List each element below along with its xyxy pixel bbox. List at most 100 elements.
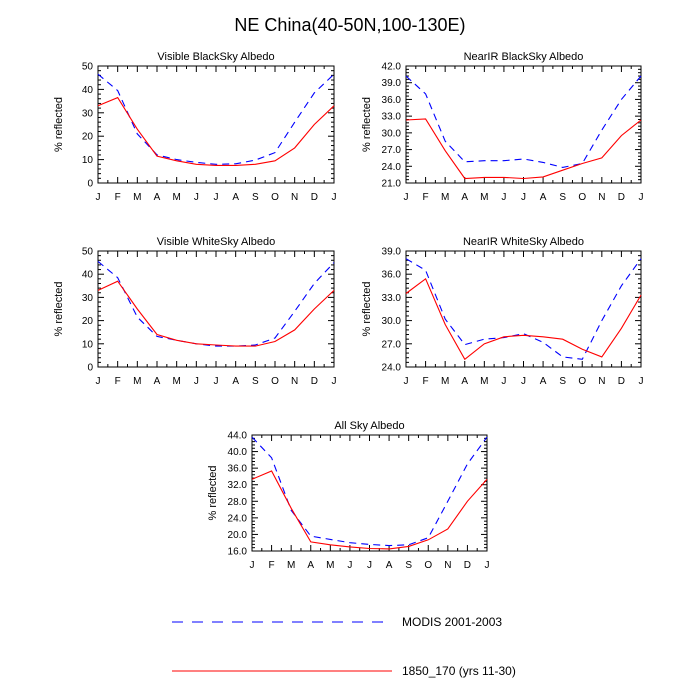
y-tick-label: 36.0 (382, 95, 402, 106)
x-tick-label: J (485, 560, 490, 571)
y-tick-label: 21.0 (382, 179, 402, 190)
y-tick-label: 28.0 (228, 497, 248, 508)
x-tick-label: A (386, 560, 393, 571)
y-tick-label: 27.0 (382, 339, 402, 350)
y-tick-label: 24.0 (228, 513, 248, 524)
y-tick-label: 30 (82, 108, 94, 119)
panel-title: NearIR BlackSky Albedo (464, 51, 584, 63)
y-tick-label: 10 (82, 339, 94, 350)
y-tick-label: 33.0 (382, 293, 402, 304)
y-tick-label: 16.0 (228, 547, 248, 558)
y-tick-label: 50 (82, 247, 94, 258)
x-tick-label: S (559, 192, 566, 203)
x-tick-label: J (332, 376, 337, 387)
y-tick-label: 50 (82, 62, 94, 73)
x-tick-label: J (96, 192, 101, 203)
panel-title: NearIR WhiteSky Albedo (463, 236, 584, 248)
y-tick-label: 30 (82, 293, 94, 304)
y-tick-label: 20.0 (228, 530, 248, 541)
x-tick-label: O (271, 376, 279, 387)
x-tick-label: M (133, 192, 141, 203)
legend-label-2: 1850_170 (yrs 11-30) (402, 664, 516, 678)
y-tick-label: 0 (87, 179, 93, 190)
x-tick-label: M (287, 560, 295, 571)
panel-title: Visible BlackSky Albedo (157, 51, 274, 63)
y-tick-label: 24.0 (382, 363, 402, 374)
x-tick-label: D (311, 192, 318, 203)
x-tick-label: J (501, 192, 506, 203)
y-tick-label: 10 (82, 155, 94, 166)
x-tick-label: M (172, 192, 180, 203)
x-tick-label: M (326, 560, 334, 571)
series-line-modis (97, 73, 335, 165)
x-tick-label: A (461, 376, 468, 387)
x-tick-label: J (521, 376, 526, 387)
x-tick-label: M (480, 192, 488, 203)
panel-title: Visible WhiteSky Albedo (157, 236, 275, 248)
y-tick-label: 40 (82, 270, 94, 281)
y-tick-label: 36.0 (382, 270, 402, 281)
x-tick-label: A (232, 376, 239, 387)
x-tick-label: J (639, 376, 644, 387)
x-tick-label: F (423, 192, 429, 203)
x-tick-label: N (291, 376, 298, 387)
x-tick-label: J (214, 376, 219, 387)
x-tick-label: M (133, 376, 141, 387)
series-line-model (405, 277, 642, 361)
x-tick-label: F (115, 376, 121, 387)
x-tick-label: S (252, 376, 259, 387)
x-tick-label: O (271, 192, 279, 203)
x-tick-label: D (618, 192, 625, 203)
legend: MODIS 2001-2003 1850_170 (yrs 11-30) (172, 615, 516, 678)
x-tick-label: J (521, 192, 526, 203)
series-line-model (251, 470, 488, 550)
y-axis-label: % reflected (53, 281, 65, 336)
x-tick-label: J (194, 192, 199, 203)
x-tick-label: A (540, 376, 547, 387)
x-tick-label: D (311, 376, 318, 387)
x-tick-label: O (578, 192, 586, 203)
x-tick-label: S (405, 560, 412, 571)
x-tick-label: J (96, 376, 101, 387)
x-tick-label: A (232, 192, 239, 203)
x-tick-label: J (639, 192, 644, 203)
panel-title: All Sky Albedo (334, 420, 404, 432)
y-axis-label: % reflected (207, 465, 219, 520)
x-tick-label: N (598, 192, 605, 203)
x-tick-label: J (404, 192, 409, 203)
x-tick-label: S (559, 376, 566, 387)
y-tick-label: 39.0 (382, 247, 402, 258)
y-tick-label: 42.0 (382, 62, 402, 73)
figure-title: NE China(40-50N,100-130E) (234, 15, 465, 35)
series-line-modis (97, 260, 335, 347)
series-line-modis (405, 75, 642, 168)
x-tick-label: A (461, 192, 468, 203)
series-line-modis (251, 436, 488, 547)
x-tick-label: N (444, 560, 451, 571)
series-line-model (97, 96, 335, 166)
legend-label-1: MODIS 2001-2003 (402, 615, 502, 629)
x-tick-label: J (501, 376, 506, 387)
x-tick-label: M (480, 376, 488, 387)
y-tick-label: 40.0 (228, 447, 248, 458)
x-tick-label: F (115, 192, 121, 203)
x-tick-label: D (464, 560, 471, 571)
y-tick-label: 27.0 (382, 145, 402, 156)
x-tick-label: O (578, 376, 586, 387)
x-tick-label: J (214, 192, 219, 203)
x-tick-label: J (404, 376, 409, 387)
x-tick-label: J (347, 560, 352, 571)
x-tick-label: J (250, 560, 255, 571)
x-tick-label: A (307, 560, 314, 571)
x-tick-label: F (423, 376, 429, 387)
x-tick-label: M (172, 376, 180, 387)
plot-frame (251, 434, 488, 552)
y-axis-label: % reflected (361, 281, 373, 336)
x-tick-label: N (291, 192, 298, 203)
series-line-model (405, 118, 642, 180)
